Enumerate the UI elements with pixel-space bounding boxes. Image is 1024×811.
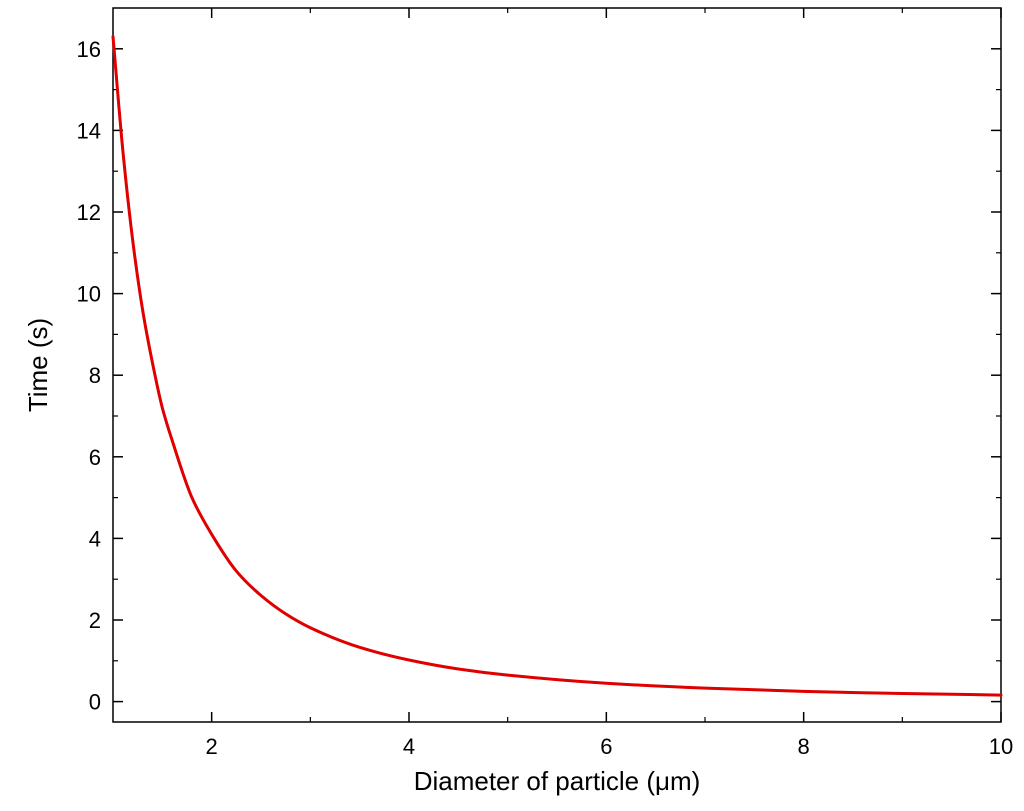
x-tick-label: 6 <box>600 734 612 759</box>
plot-frame <box>112 7 1002 723</box>
x-axis-title: Diameter of particle (μm) <box>414 766 701 796</box>
x-tick-label: 2 <box>206 734 218 759</box>
y-tick-label: 14 <box>77 118 101 143</box>
y-axis-title: Time (s) <box>23 318 53 412</box>
x-tick-label: 10 <box>989 734 1013 759</box>
x-tick-label: 4 <box>403 734 415 759</box>
y-tick-label: 6 <box>89 445 101 470</box>
x-axis-ticks <box>210 8 1002 722</box>
y-tick-label: 4 <box>89 526 101 551</box>
y-tick-label: 12 <box>77 200 101 225</box>
y-tick-label: 0 <box>89 690 101 715</box>
plot-area <box>112 7 1002 723</box>
x-tick-label: 8 <box>798 734 810 759</box>
series-group <box>111 35 1003 697</box>
series-line <box>111 35 1003 697</box>
x-axis-tick-labels: 2 4 6 8 10 <box>206 734 1014 759</box>
y-tick-label: 2 <box>89 608 101 633</box>
y-axis-ticks <box>113 48 1001 703</box>
y-tick-label: 16 <box>77 37 101 62</box>
y-tick-label: 10 <box>77 282 101 307</box>
y-axis-tick-labels: 0 2 4 6 8 10 12 14 16 <box>77 37 101 715</box>
y-tick-label: 8 <box>89 363 101 388</box>
